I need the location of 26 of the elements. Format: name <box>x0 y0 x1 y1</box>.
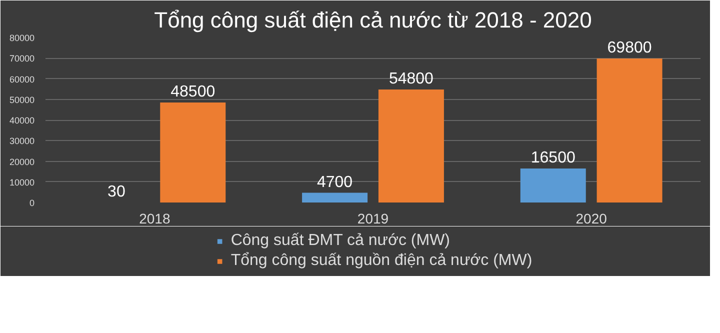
y-tick-label: 80000 <box>9 33 35 43</box>
bar <box>302 192 368 202</box>
y-tick-label: 30000 <box>9 136 35 146</box>
bar <box>160 102 226 202</box>
y-tick-label: 70000 <box>9 54 35 64</box>
bar <box>378 89 444 202</box>
data-label: 30 <box>108 183 126 200</box>
chart-title: Tổng công suất điện cả nước từ 2018 - 2020 <box>154 8 592 32</box>
data-label: 54800 <box>388 70 434 88</box>
y-tick-label: 0 <box>29 198 35 208</box>
x-tick-label: 2020 <box>576 210 608 226</box>
y-tick-label: 40000 <box>9 116 35 126</box>
x-tick-label: 2018 <box>139 210 170 226</box>
bar <box>596 58 662 202</box>
y-tick-label: 10000 <box>9 177 35 188</box>
legend-label: Tổng công suất nguồn điện cả nước (MW) <box>230 252 532 270</box>
data-label: 69800 <box>607 40 652 57</box>
y-tick-label: 60000 <box>9 74 35 84</box>
legend-label: Công suất ĐMT cả nước (MW) <box>230 232 450 250</box>
data-label: 4700 <box>316 174 353 191</box>
y-tick-label: 50000 <box>9 94 35 105</box>
bar <box>520 168 586 202</box>
x-tick-label: 2019 <box>357 210 389 226</box>
data-label: 16500 <box>530 149 576 166</box>
y-tick-label: 20000 <box>9 156 35 167</box>
data-label: 48500 <box>170 83 216 100</box>
